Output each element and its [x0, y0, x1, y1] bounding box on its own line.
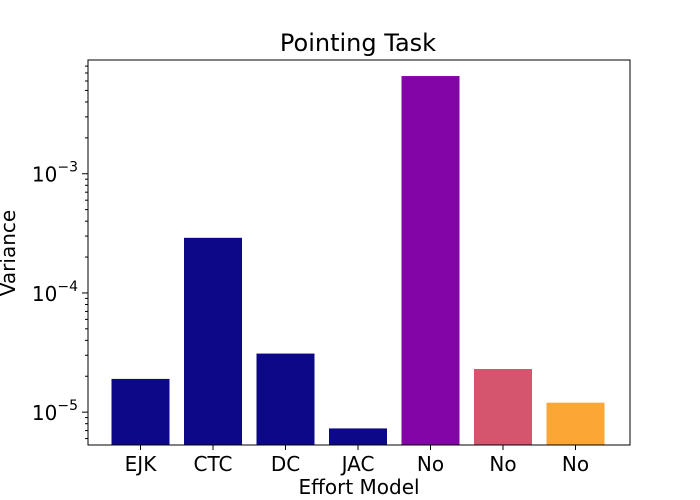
bar-4: [329, 428, 387, 445]
x-tick-label: DC: [271, 452, 300, 476]
y-tick-label: 10−5: [32, 398, 78, 425]
x-tick-label: EJK: [125, 452, 158, 476]
x-tick-label: CTC: [194, 452, 233, 476]
plot-frame: [87, 59, 631, 446]
bar-5: [401, 76, 460, 445]
x-tick-label: No: [562, 452, 589, 476]
x-axis-label: Effort Model: [298, 475, 419, 499]
x-axis-ticks: EJK CTC DC JAC No No No: [125, 445, 589, 476]
x-tick-label: JAC: [340, 452, 375, 476]
y-axis-label: Variance: [0, 210, 20, 296]
bar-1: [111, 378, 170, 445]
chart-title: Pointing Task: [280, 29, 436, 57]
bar-3: [256, 353, 315, 445]
bar-6: [474, 369, 532, 445]
x-tick-label: No: [417, 452, 444, 476]
bar-7: [546, 402, 605, 445]
y-axis-ticks: 10−5 10−4 10−3: [32, 65, 88, 440]
y-tick-label: 10−3: [32, 160, 78, 187]
bars: [111, 76, 605, 445]
x-tick-label: No: [489, 452, 516, 476]
bar-2: [184, 237, 242, 445]
y-tick-label: 10−4: [32, 279, 78, 306]
